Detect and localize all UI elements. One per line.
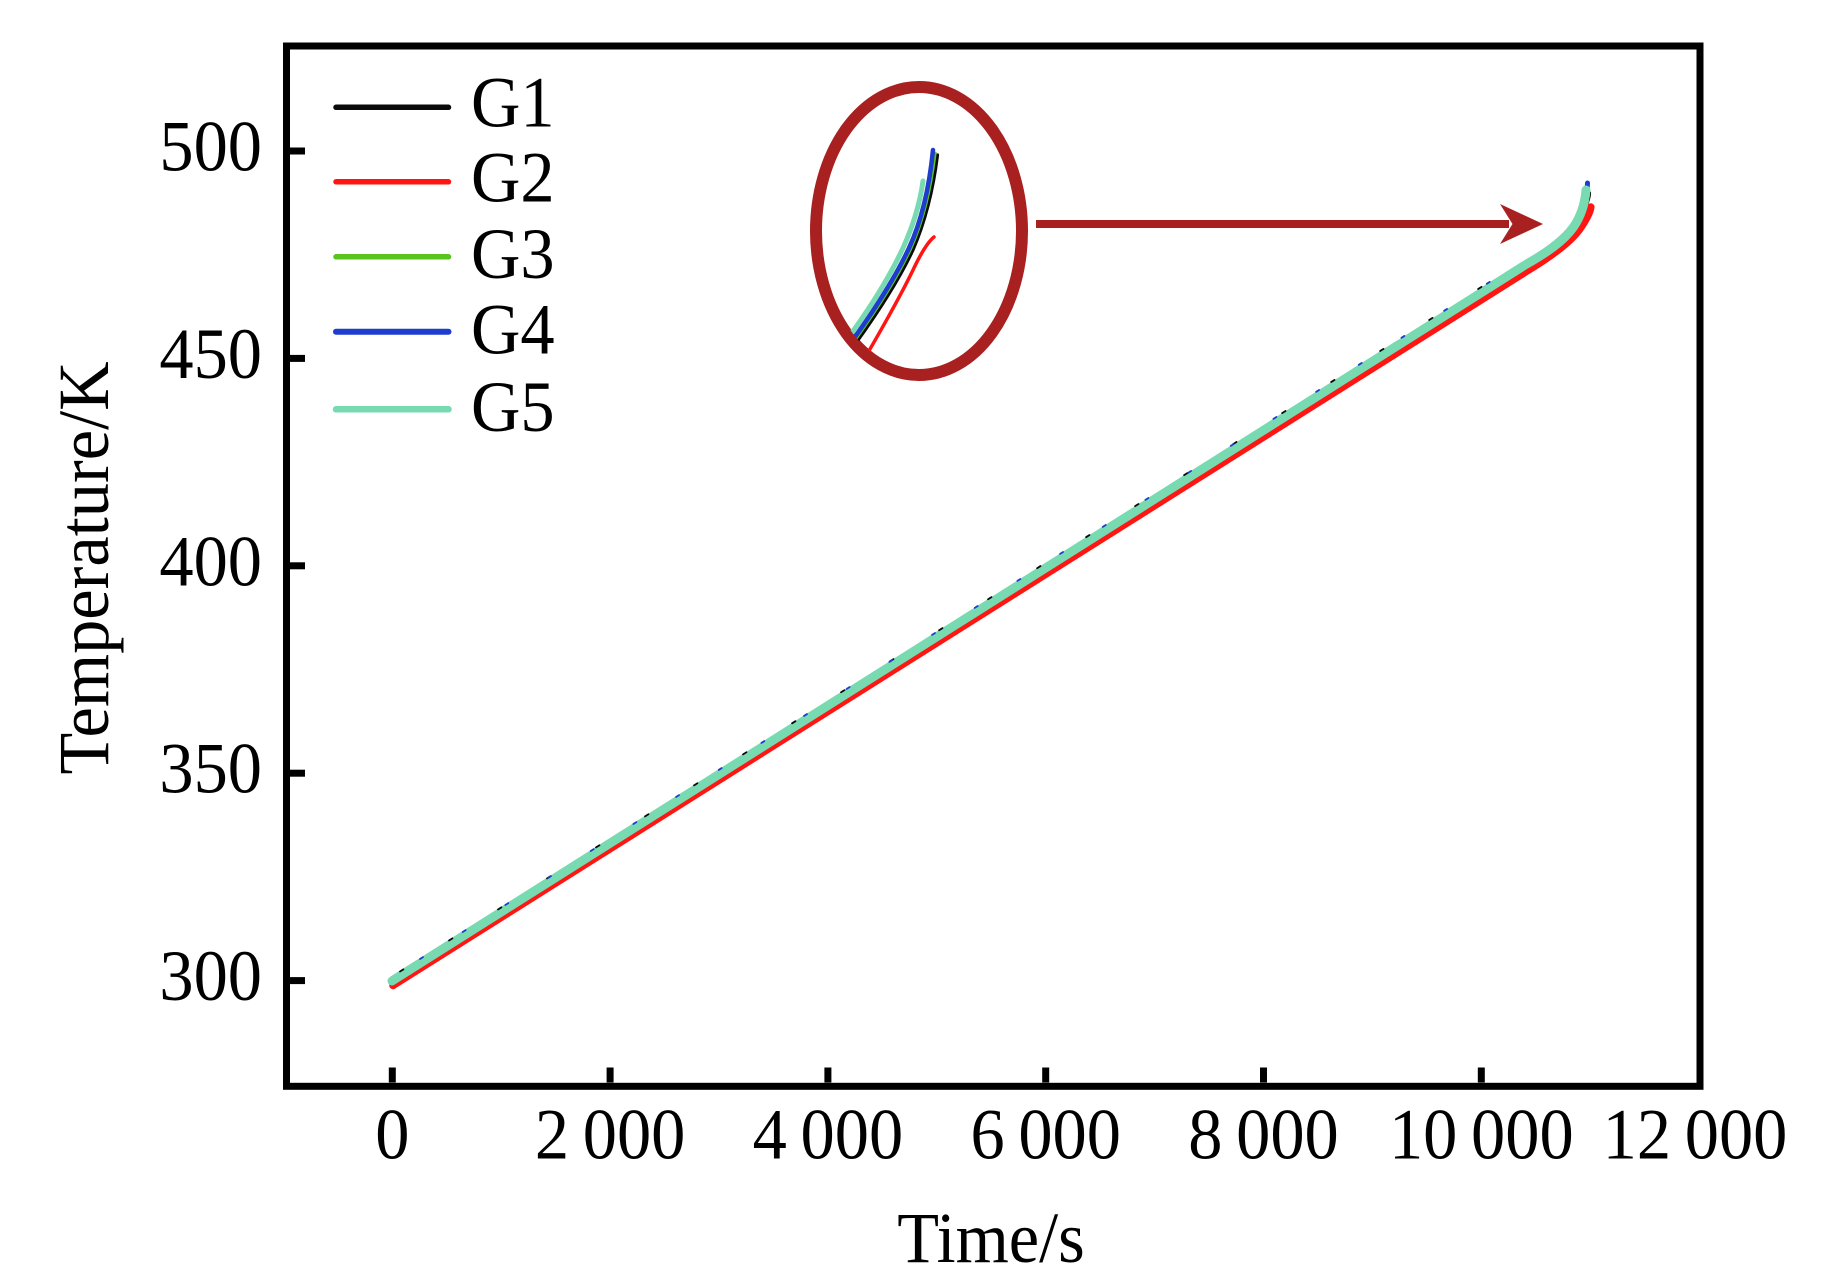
svg-text:Time/s: Time/s — [897, 1198, 1085, 1276]
svg-text:500: 500 — [159, 107, 262, 187]
svg-text:0: 0 — [375, 1095, 409, 1175]
svg-text:6 000: 6 000 — [970, 1095, 1120, 1175]
svg-text:G2: G2 — [471, 138, 555, 218]
svg-text:Temperature/K: Temperature/K — [44, 362, 124, 775]
svg-text:4 000: 4 000 — [753, 1095, 903, 1175]
svg-text:G1: G1 — [471, 63, 555, 143]
svg-text:G4: G4 — [471, 290, 555, 370]
svg-text:300: 300 — [159, 937, 262, 1017]
svg-text:12 000: 12 000 — [1603, 1095, 1788, 1175]
svg-text:2 000: 2 000 — [535, 1095, 685, 1175]
svg-text:450: 450 — [159, 314, 262, 394]
svg-text:G3: G3 — [471, 214, 555, 294]
svg-text:8 000: 8 000 — [1188, 1095, 1338, 1175]
svg-text:350: 350 — [159, 729, 262, 809]
svg-text:G5: G5 — [471, 367, 555, 447]
svg-text:10 000: 10 000 — [1389, 1095, 1574, 1175]
svg-text:400: 400 — [159, 522, 262, 602]
